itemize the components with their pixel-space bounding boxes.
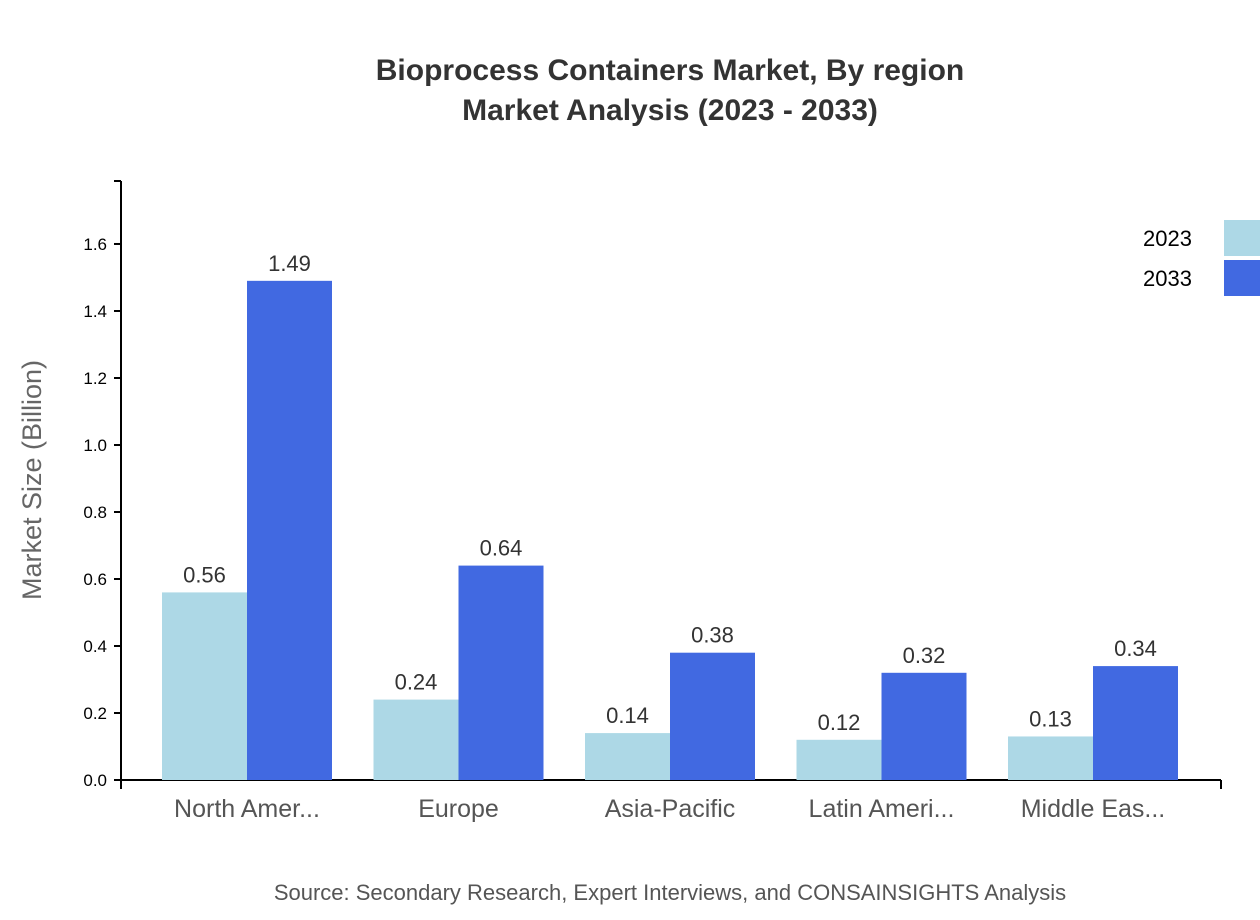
data-label: 0.64 <box>480 536 523 561</box>
data-label: 0.34 <box>1114 636 1157 661</box>
data-label: 0.56 <box>183 562 226 587</box>
data-label: 1.49 <box>268 251 311 276</box>
source-note: Source: Secondary Research, Expert Inter… <box>274 880 1066 905</box>
bar-2033 <box>458 565 544 780</box>
y-tick-label: 1.4 <box>83 302 107 321</box>
x-tick-label: Middle Eas... <box>1021 795 1166 823</box>
chart-title: Bioprocess Containers Market, By region <box>376 54 965 87</box>
data-label: 0.32 <box>903 643 946 668</box>
y-tick-label: 0.8 <box>83 503 107 522</box>
legend-swatch <box>1224 220 1260 256</box>
data-label: 0.12 <box>818 710 861 735</box>
bar-2033 <box>670 652 755 780</box>
y-tick-label: 0.0 <box>83 771 107 790</box>
bar-2023 <box>373 699 459 780</box>
y-tick-label: 0.4 <box>83 637 107 656</box>
y-tick-label: 1.2 <box>83 369 107 388</box>
x-tick-label: Asia-Pacific <box>605 795 736 823</box>
bar-2023 <box>1008 736 1093 780</box>
bar-2033 <box>1093 666 1178 780</box>
legend-label: 2033 <box>1143 266 1192 291</box>
x-tick-label: Latin Ameri... <box>809 795 955 823</box>
data-label: 0.24 <box>395 670 438 695</box>
bar-2023 <box>162 592 247 780</box>
x-tick-label: North Amer... <box>174 795 320 823</box>
y-tick-label: 1.0 <box>83 436 107 455</box>
data-label: 0.13 <box>1029 706 1072 731</box>
legend-label: 2023 <box>1143 226 1192 251</box>
bar-2033 <box>247 280 332 780</box>
data-label: 0.38 <box>691 623 734 648</box>
bar-2023 <box>585 733 670 780</box>
bar-2023 <box>796 739 882 780</box>
data-label: 0.14 <box>606 703 649 728</box>
y-tick-label: 0.6 <box>83 570 107 589</box>
x-tick-label: Europe <box>418 795 499 823</box>
legend-swatch <box>1224 260 1260 296</box>
y-axis-label: Market Size (Billion) <box>17 360 47 600</box>
y-tick-label: 1.6 <box>83 235 107 254</box>
chart-subtitle: Market Analysis (2023 - 2033) <box>462 94 878 127</box>
bar-2033 <box>881 672 967 780</box>
y-tick-label: 0.2 <box>83 704 107 723</box>
